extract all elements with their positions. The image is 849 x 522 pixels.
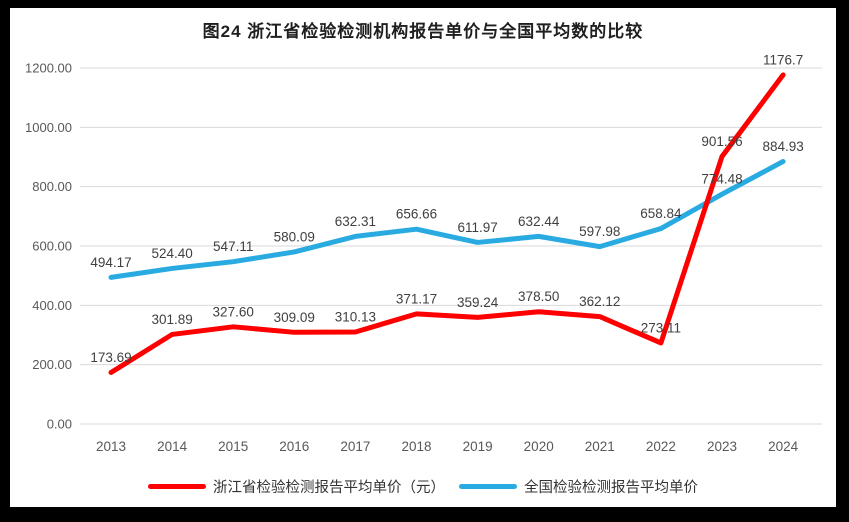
y-axis-tick-label: 400.00 [32, 298, 72, 313]
y-axis-tick-label: 1200.00 [25, 61, 72, 76]
data-label-zhejiang: 1176.7 [763, 52, 803, 67]
y-axis-tick-label: 1000.00 [25, 120, 72, 135]
data-label-national: 884.93 [762, 139, 803, 154]
data-label-national: 611.97 [457, 220, 497, 235]
chart-area: 图24 浙江省检验检测机构报告单价与全国平均数的比较 0.00 200.00 400… [10, 8, 836, 507]
x-axis-tick-label: 2013 [96, 439, 126, 454]
data-label-national: 597.98 [579, 224, 620, 239]
series-line-national [108, 158, 786, 280]
legend-swatch-national-blue [459, 483, 517, 489]
x-axis-tick-label: 2015 [218, 439, 248, 454]
data-label-zhejiang: 371.17 [396, 291, 437, 306]
x-axis-tick-label: 2024 [768, 439, 799, 454]
legend-label-zhejiang: 浙江省检验检测报告平均单价（元） [213, 479, 445, 496]
data-label-zhejiang: 273.11 [641, 320, 681, 335]
x-axis-tick-label: 2014 [157, 439, 188, 454]
legend-label-national: 全国检验检测报告平均单价 [524, 479, 698, 496]
x-axis-tick-label: 2021 [585, 439, 615, 454]
data-label-national: 494.17 [90, 255, 131, 270]
data-label-national: 632.31 [335, 214, 376, 229]
data-label-zhejiang: 359.24 [457, 295, 499, 310]
data-label-zhejiang: 309.09 [274, 310, 315, 325]
data-label-zhejiang: 173.69 [90, 350, 131, 365]
data-label-zhejiang: 378.50 [518, 289, 559, 304]
data-label-national: 658.84 [640, 206, 682, 221]
data-label-zhejiang: 327.60 [213, 304, 254, 319]
y-axis-tick-label: 0.00 [47, 417, 72, 432]
y-axis-tick-label: 200.00 [32, 357, 72, 372]
x-axis-tick-label: 2017 [340, 439, 370, 454]
data-label-zhejiang: 362.12 [579, 294, 620, 309]
data-label-national: 547.11 [213, 239, 253, 254]
x-axis-tick-label: 2023 [707, 439, 737, 454]
x-axis-tick-label: 2019 [463, 439, 493, 454]
data-label-zhejiang: 301.89 [151, 312, 192, 327]
data-label-zhejiang: 310.13 [335, 309, 376, 324]
data-label-zhejiang: 901.56 [701, 134, 742, 149]
y-axis-tick-label: 600.00 [32, 239, 72, 254]
series-line-zhejiang [108, 72, 786, 375]
data-label-national: 524.40 [151, 246, 192, 261]
y-axis-tick-label: 800.00 [32, 179, 72, 194]
legend-swatch-zhejiang-red [148, 483, 206, 489]
line-chart-plot: 0.00 200.00 400.00 600.00 800.00 1000.00 1200.… [25, 52, 822, 454]
x-axis-tick-label: 2020 [524, 439, 554, 454]
data-label-national: 656.66 [396, 207, 437, 222]
data-label-national: 632.44 [518, 214, 560, 229]
legend-item-national: 全国检验检测报告平均单价 [459, 476, 698, 497]
chart-title: 图24 浙江省检验检测机构报告单价与全国平均数的比较 [202, 22, 644, 41]
data-label-national: 580.09 [274, 229, 315, 244]
data-label-national: 774.48 [701, 172, 742, 187]
x-axis-tick-label: 2016 [279, 439, 309, 454]
x-axis-tick-label: 2018 [401, 439, 431, 454]
chart-legend: 浙江省检验检测报告平均单价（元） 全国检验检测报告平均单价 [10, 474, 836, 498]
legend-item-zhejiang: 浙江省检验检测报告平均单价（元） [148, 476, 445, 497]
x-axis-tick-label: 2022 [646, 439, 676, 454]
